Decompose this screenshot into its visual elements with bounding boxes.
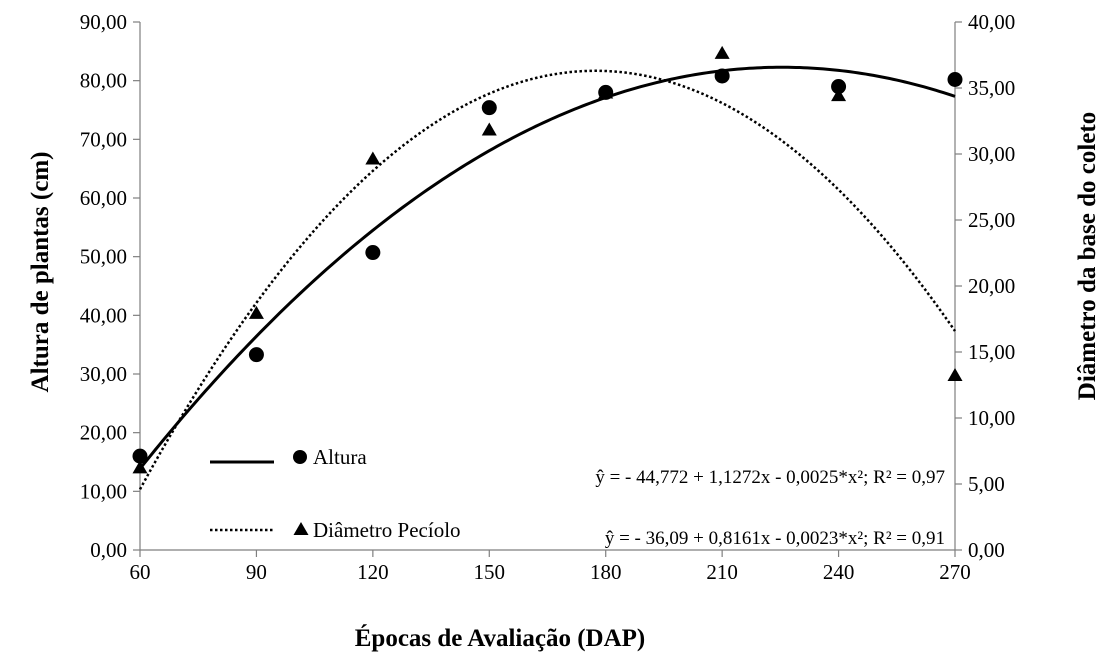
left-tick-label: 60,00 bbox=[80, 186, 127, 210]
point-altura bbox=[714, 68, 730, 84]
left-tick-label: 0,00 bbox=[90, 538, 127, 562]
y-axis-title-right: Diâmetro da base do coleto bbox=[1074, 112, 1101, 400]
right-tick-label: 25,00 bbox=[968, 208, 1015, 232]
legend-label-altura: Altura bbox=[313, 445, 367, 469]
legend-label-diametro: Diâmetro Pecíolo bbox=[313, 518, 461, 542]
right-tick-label: 40,00 bbox=[968, 10, 1015, 34]
right-tick-label: 0,00 bbox=[968, 538, 1005, 562]
point-altura bbox=[132, 448, 148, 464]
x-tick-label: 240 bbox=[823, 560, 855, 584]
x-tick-label: 90 bbox=[246, 560, 267, 584]
right-y-ticks: 0,00 5,00 10,00 15,00 20,00 25,00 30,00 35,00 40… bbox=[955, 10, 1015, 562]
left-tick-label: 40,00 bbox=[80, 303, 127, 327]
legend-marker-diametro bbox=[293, 522, 309, 535]
left-tick-label: 50,00 bbox=[80, 245, 127, 269]
point-diametro bbox=[598, 85, 614, 99]
trend-curves bbox=[138, 65, 957, 490]
left-y-ticks: 0,00 10,00 20,00 30,00 40,00 50,00 60,00 70,00 8… bbox=[80, 10, 140, 562]
legend: Altura Diâmetro Pecíolo bbox=[210, 445, 461, 542]
x-tick-label: 210 bbox=[706, 560, 738, 584]
point-diametro bbox=[132, 460, 148, 474]
left-tick-label: 30,00 bbox=[80, 362, 127, 386]
right-tick-label: 30,00 bbox=[968, 142, 1015, 166]
legend-marker-altura bbox=[293, 450, 307, 464]
x-tick-label: 180 bbox=[590, 560, 622, 584]
left-tick-label: 80,00 bbox=[80, 69, 127, 93]
x-tick-label: 120 bbox=[357, 560, 389, 584]
point-altura bbox=[248, 347, 264, 363]
right-tick-label: 15,00 bbox=[968, 340, 1015, 364]
point-altura bbox=[947, 71, 963, 87]
right-tick-label: 20,00 bbox=[968, 274, 1015, 298]
point-diametro bbox=[248, 305, 264, 319]
left-tick-label: 10,00 bbox=[80, 479, 127, 503]
point-altura bbox=[365, 245, 381, 261]
point-diametro bbox=[481, 122, 497, 136]
point-altura bbox=[831, 79, 847, 95]
y-axis-title-left: Altura de plantas (cm) bbox=[27, 152, 54, 393]
x-tick-label: 150 bbox=[474, 560, 506, 584]
equation-diametro: ŷ = - 36,09 + 0,8161x - 0,0023*x²; R² = … bbox=[605, 528, 945, 549]
x-ticks: 60 90 120 150 180 210 240 270 bbox=[130, 550, 971, 584]
equation-altura: ŷ = - 44,772 + 1,1272x - 0,0025*x²; R² =… bbox=[595, 467, 945, 488]
right-tick-label: 10,00 bbox=[968, 406, 1015, 430]
x-tick-label: 60 bbox=[130, 560, 151, 584]
point-diametro bbox=[714, 45, 730, 59]
right-tick-label: 5,00 bbox=[968, 472, 1005, 496]
point-diametro bbox=[365, 151, 381, 165]
point-altura bbox=[481, 100, 497, 116]
left-tick-label: 20,00 bbox=[80, 421, 127, 445]
x-axis-title: Épocas de Avaliação (DAP) bbox=[355, 624, 646, 652]
data-points bbox=[132, 45, 963, 474]
left-tick-label: 70,00 bbox=[80, 127, 127, 151]
trend-curve-altura bbox=[138, 65, 956, 470]
x-tick-label: 270 bbox=[939, 560, 971, 584]
right-tick-label: 35,00 bbox=[968, 76, 1015, 100]
point-diametro bbox=[831, 88, 847, 102]
point-diametro bbox=[947, 367, 963, 381]
left-tick-label: 90,00 bbox=[80, 10, 127, 34]
trend-curve-diametro bbox=[138, 69, 957, 490]
